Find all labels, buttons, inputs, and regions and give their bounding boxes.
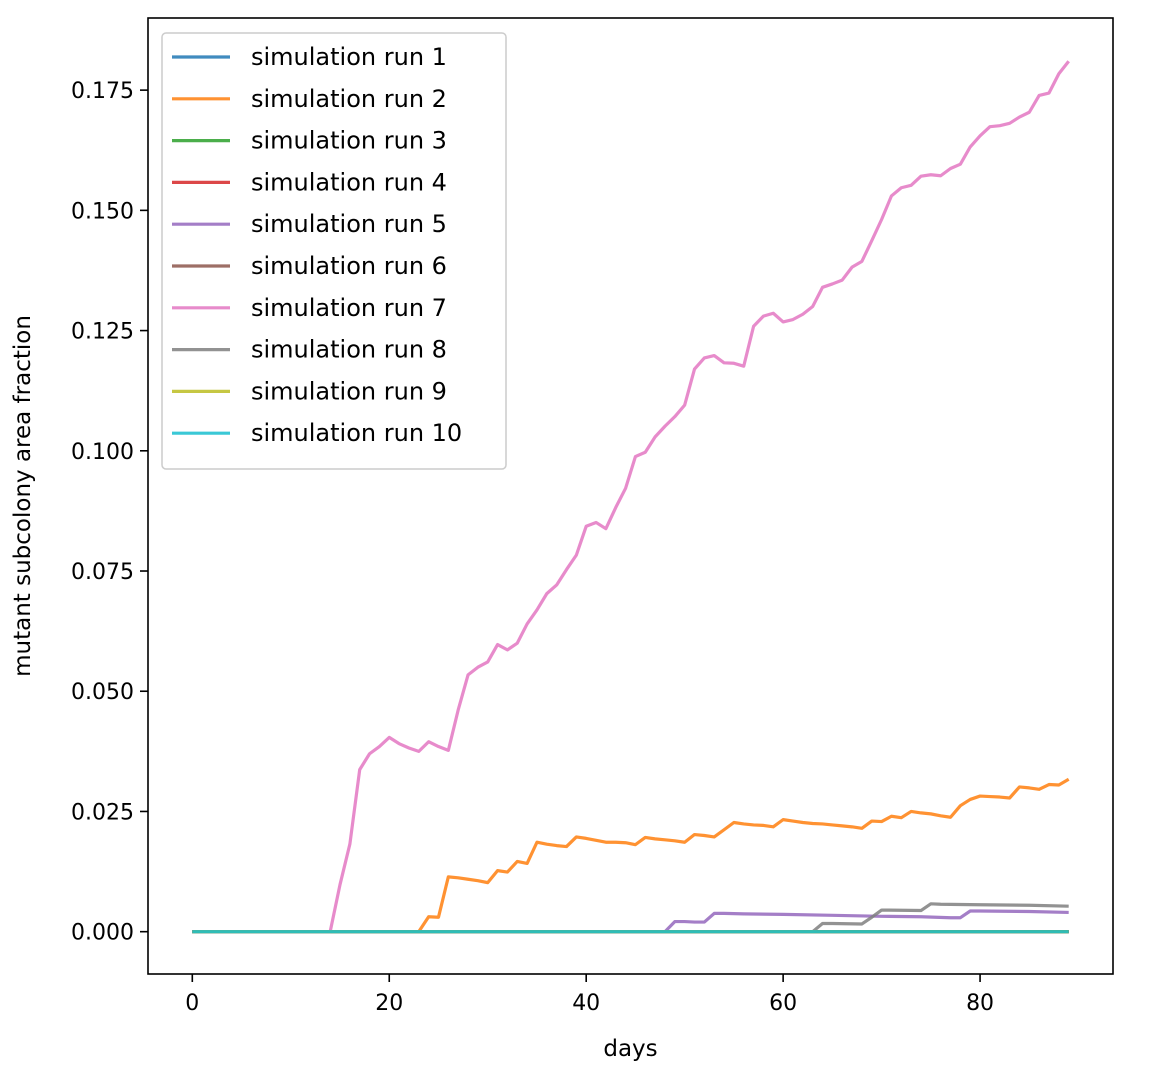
- y-tick-label: 0.125: [71, 320, 134, 345]
- legend-item: simulation run 7: [172, 294, 447, 322]
- x-tick-label: 80: [966, 991, 994, 1016]
- legend-label: simulation run 7: [251, 294, 447, 322]
- series-line-run-8: [192, 902, 1069, 934]
- x-tick-label: 60: [769, 991, 797, 1016]
- y-axis: 0.000 0.025 0.050 0.075 0.100 0.125 0.150 0.175: [71, 79, 148, 946]
- y-tick-label: 0.025: [71, 800, 134, 825]
- x-tick-label: 0: [185, 991, 199, 1016]
- legend-item: simulation run 1: [172, 43, 447, 71]
- legend-item: simulation run 9: [172, 377, 447, 405]
- legend: simulation run 1 simulation run 2 simulati…: [161, 32, 507, 470]
- legend-label: simulation run 4: [251, 168, 447, 196]
- legend-label: simulation run 10: [251, 419, 462, 447]
- legend-label: simulation run 2: [251, 85, 447, 113]
- legend-box: [161, 32, 507, 470]
- legend-label: simulation run 1: [251, 43, 447, 71]
- y-tick-label: 0.150: [71, 199, 134, 224]
- series-line-run-7: [192, 60, 1070, 934]
- legend-item: simulation run 6: [172, 252, 447, 280]
- x-tick-label: 40: [572, 991, 600, 1016]
- legend-label: simulation run 6: [251, 252, 447, 280]
- x-axis: 0 20 40 60 80: [185, 974, 994, 1016]
- legend-item: simulation run 3: [172, 127, 447, 155]
- series-line-run-2: [192, 777, 1070, 934]
- y-tick-label: 0.000: [71, 921, 134, 946]
- legend-item: simulation run 5: [172, 210, 447, 238]
- y-axis-label: mutant subcolony area fraction: [10, 315, 36, 677]
- axes-frame: [147, 17, 1114, 975]
- legend-label: simulation run 8: [251, 336, 447, 364]
- legend-label: simulation run 5: [251, 210, 447, 238]
- series-line-run-5: [192, 909, 1069, 934]
- y-tick-label: 0.075: [71, 560, 134, 585]
- legend-label: simulation run 3: [251, 127, 447, 155]
- y-tick-label: 0.100: [71, 440, 134, 465]
- legend-item: simulation run 4: [172, 168, 447, 196]
- x-axis-label: days: [603, 1036, 657, 1062]
- y-tick-label: 0.050: [71, 680, 134, 705]
- series-layer: [192, 60, 1070, 934]
- legend-item: simulation run 8: [172, 336, 447, 364]
- y-tick-label: 0.175: [71, 79, 134, 104]
- legend-item: simulation run 10: [172, 419, 462, 447]
- x-tick-label: 20: [375, 991, 403, 1016]
- legend-item: simulation run 2: [172, 85, 447, 113]
- legend-label: simulation run 9: [251, 377, 447, 405]
